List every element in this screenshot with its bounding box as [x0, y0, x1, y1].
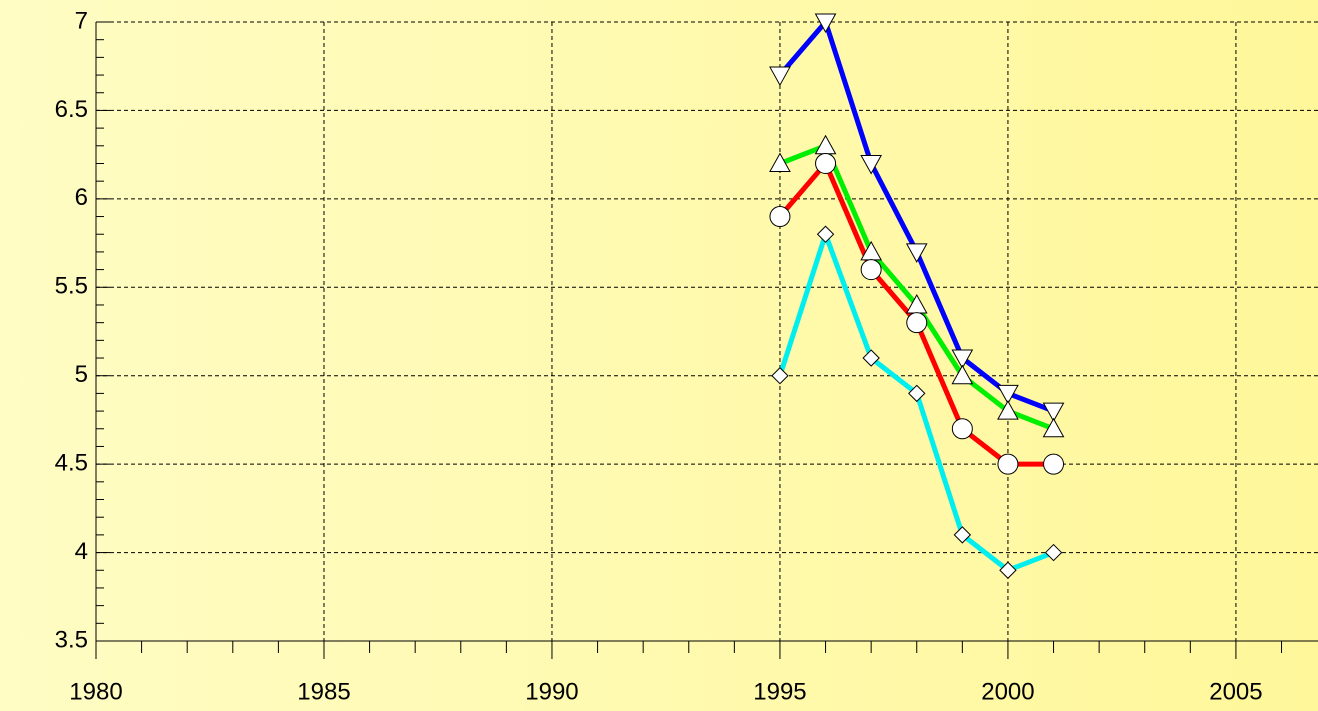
x-tick-label: 1985: [297, 678, 350, 705]
y-tick-label: 6.5: [55, 96, 88, 123]
marker: [1043, 453, 1065, 475]
marker: [815, 152, 837, 174]
y-tick-label: 4: [75, 538, 88, 565]
grid: [96, 21, 1318, 641]
y-tick-label: 6: [75, 184, 88, 211]
marker: [997, 453, 1019, 475]
marker: [951, 364, 974, 385]
marker: [906, 312, 928, 334]
marker: [951, 349, 974, 370]
marker: [1042, 402, 1065, 423]
y-tick-label: 5: [75, 361, 88, 388]
y-tick-label: 5.5: [55, 273, 88, 300]
marker: [771, 367, 789, 385]
x-tick-label: 2005: [1209, 678, 1262, 705]
marker: [860, 259, 882, 281]
y-tick-label: 3.5: [55, 626, 88, 653]
marker: [953, 526, 972, 544]
marker: [860, 154, 882, 175]
marker: [908, 384, 926, 403]
marker: [905, 243, 928, 263]
marker: [862, 349, 880, 367]
x-tick-label: 1995: [753, 678, 806, 705]
marker: [951, 418, 973, 440]
marker: [816, 225, 835, 243]
marker: [999, 561, 1017, 579]
plot: [769, 13, 1065, 579]
x-tick-label: 1990: [525, 678, 578, 705]
x-tick-label: 1980: [69, 678, 122, 705]
marker: [769, 206, 791, 228]
marker: [1042, 417, 1065, 438]
y-tick-label: 4.5: [55, 449, 88, 476]
marker: [1044, 543, 1063, 562]
axes: 3.5 4 4.5 5 5.5 6 6.5 7 1980 1985 1990 1995 2000 2005: [55, 7, 1318, 705]
marker: [997, 400, 1019, 420]
marker: [769, 152, 791, 172]
marker: [814, 13, 837, 34]
x-tick-label: 2000: [981, 678, 1034, 705]
y-tick-label: 7: [75, 7, 88, 34]
marker: [769, 66, 791, 87]
marker: [997, 384, 1019, 405]
